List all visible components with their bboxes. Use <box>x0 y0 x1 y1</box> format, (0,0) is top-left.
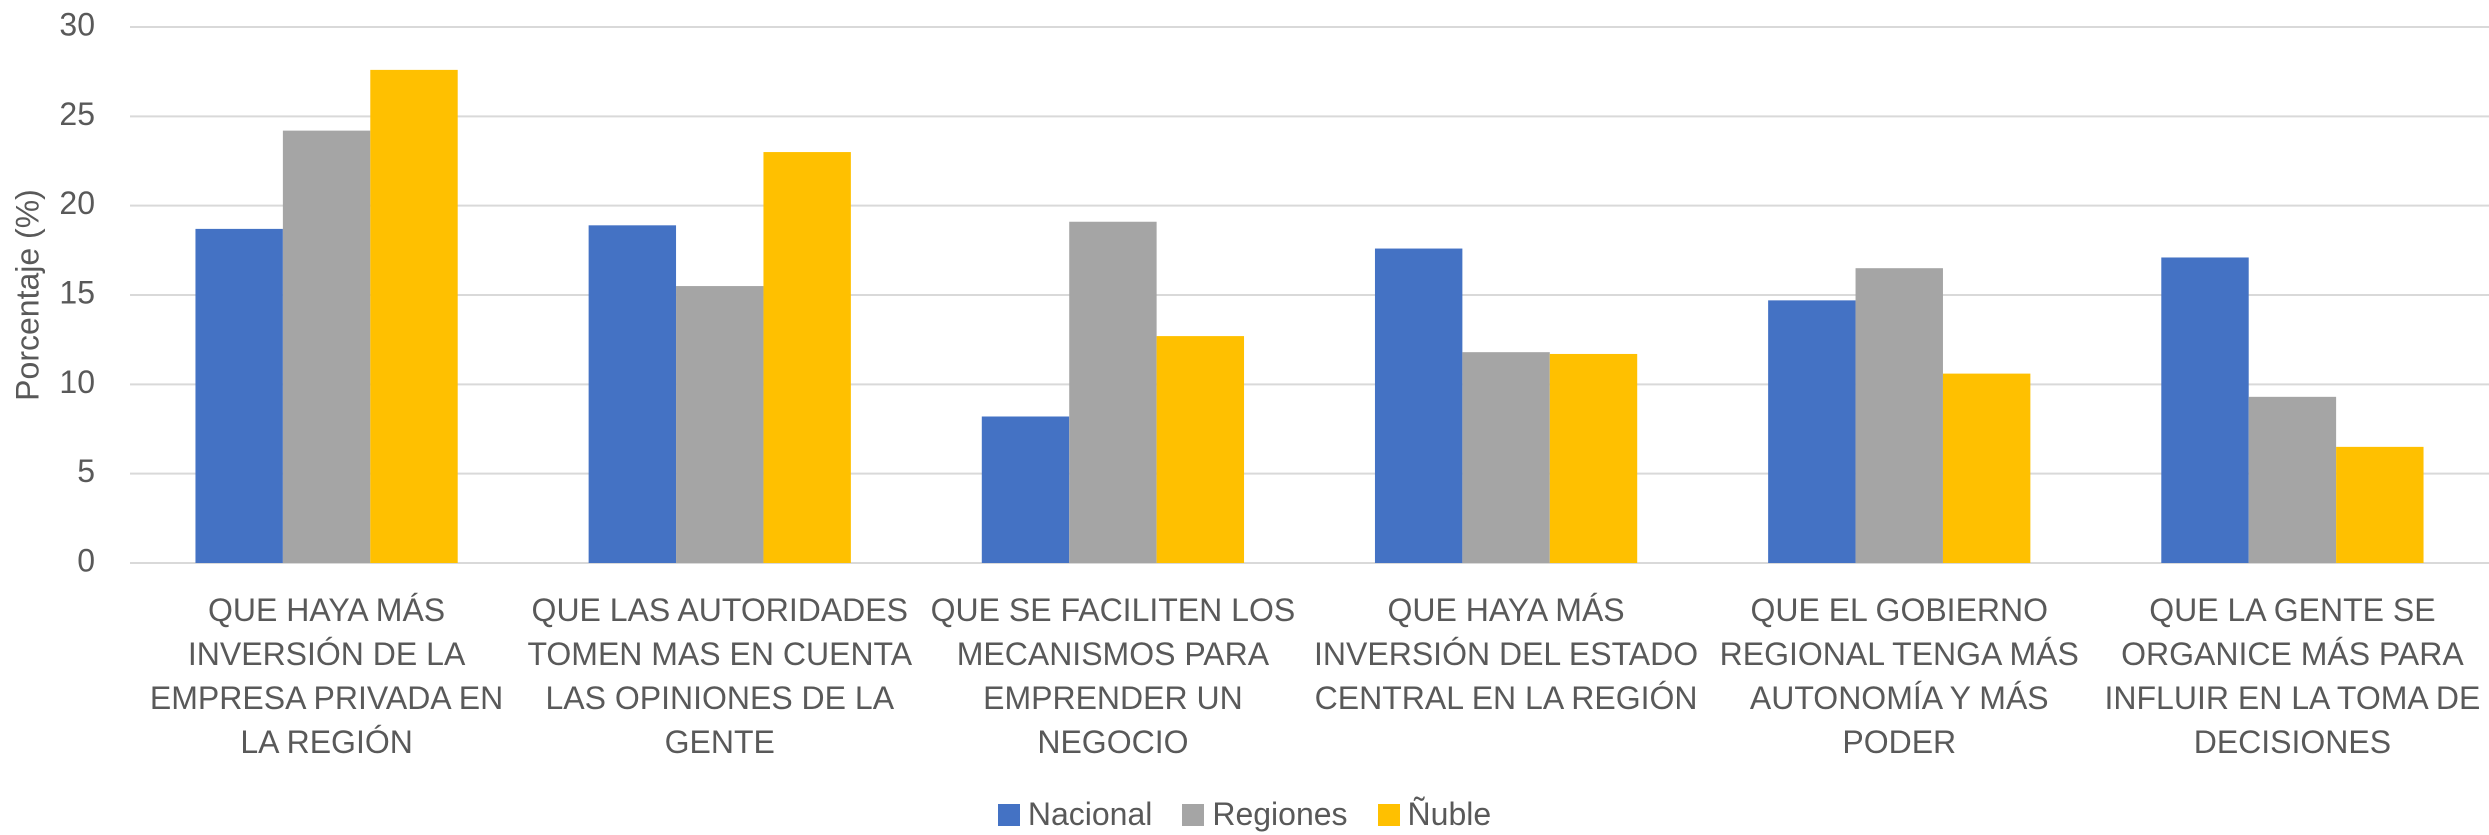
legend-item: Nacional <box>997 796 1153 833</box>
x-tick-label: QUE EL GOBIERNO REGIONAL TENGA MÁS AUTON… <box>1719 592 2079 760</box>
x-tick-label: QUE SE FACILITEN LOS MECANISMOS PARA EMP… <box>930 592 1296 760</box>
bar <box>981 416 1070 563</box>
legend-item: Regiones <box>1182 796 1348 833</box>
y-tick-label: 15 <box>59 274 95 310</box>
legend-label: Regiones <box>1212 796 1348 832</box>
bar <box>195 228 283 564</box>
y-tick-label: 20 <box>59 185 95 221</box>
legend-swatch <box>997 803 1020 826</box>
y-tick-label: 10 <box>59 364 95 400</box>
bar <box>2336 446 2424 563</box>
bar <box>1942 373 2031 563</box>
legend-label: Ñuble <box>1407 796 1492 832</box>
x-tick-label: QUE LA GENTE SE ORGANICE MÁS PARA INFLUI… <box>2104 592 2481 760</box>
y-axis-title: Porcentaje (%) <box>9 189 45 401</box>
bar <box>2161 257 2249 563</box>
y-tick-label: 25 <box>59 96 95 132</box>
legend-label: Nacional <box>1027 796 1153 832</box>
bar <box>1462 352 1550 563</box>
bar <box>1855 268 1943 563</box>
bar <box>1156 336 1245 563</box>
bar <box>282 130 371 564</box>
bar <box>370 69 458 563</box>
bar <box>1768 300 1856 563</box>
legend-item: Ñuble <box>1377 796 1492 833</box>
y-tick-label: 30 <box>59 6 95 42</box>
legend-swatch <box>1182 803 1205 826</box>
bar <box>2248 396 2337 563</box>
bar <box>1374 248 1463 563</box>
bar <box>1549 353 1638 563</box>
bar <box>1069 221 1157 563</box>
y-tick-label: 0 <box>77 542 95 578</box>
bar <box>676 286 764 563</box>
y-tick-label: 5 <box>77 453 95 489</box>
legend-swatch <box>1377 803 1400 826</box>
x-tick-label: QUE LAS AUTORIDADES TOMEN MAS EN CUENTA … <box>527 592 913 760</box>
bar <box>763 152 851 564</box>
legend: Nacional Regiones Ñuble <box>0 796 2489 833</box>
bar <box>588 225 677 563</box>
x-tick-label: QUE HAYA MÁS INVERSIÓN DEL ESTADO CENTRA… <box>1314 592 1699 716</box>
x-tick-label: QUE HAYA MÁS INVERSIÓN DE LA EMPRESA PRI… <box>149 592 504 760</box>
